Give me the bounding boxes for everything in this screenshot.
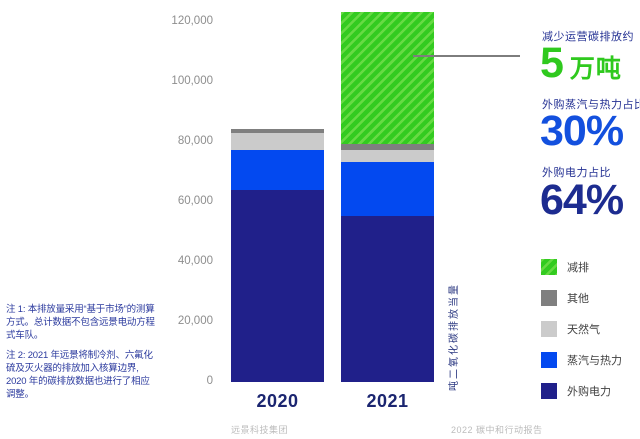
segment-外购电力	[231, 190, 324, 382]
bar-2021	[341, 11, 434, 382]
y-tick-label: 100,000	[171, 75, 213, 87]
legend-swatch	[541, 259, 557, 275]
y-tick-label: 60,000	[177, 195, 213, 207]
y-tick-label: 80,000	[177, 135, 213, 147]
segment-减排	[341, 11, 434, 144]
legend-label: 外购电力	[567, 386, 611, 398]
legend-item-外购电力: 外购电力	[541, 383, 622, 399]
note-2: 注 2: 2021 年远景将制冷剂、六氟化硫及灭火器的排放加入核算边界, 202…	[6, 350, 153, 400]
legend-swatch	[541, 383, 557, 399]
legend-label: 天然气	[567, 324, 600, 336]
legend-label: 其他	[567, 293, 589, 305]
legend-item-减排: 减排	[541, 259, 622, 275]
segment-蒸汽与热力	[341, 161, 434, 216]
steam-share-label: 外购蒸汽与热力占比	[542, 99, 640, 111]
legend-item-蒸汽与热力: 蒸汽与热力	[541, 352, 622, 368]
legend-item-天然气: 天然气	[541, 321, 622, 337]
x-label-2021: 2021	[366, 391, 409, 411]
legend-label: 蒸汽与热力	[567, 355, 622, 367]
reduction-value: 5 万吨	[540, 42, 622, 85]
legend-label: 减排	[567, 262, 589, 274]
segment-蒸汽与热力	[231, 149, 324, 190]
y-tick-label: 20,000	[177, 315, 213, 327]
callout-line	[413, 55, 520, 57]
note-1: 注 1: 本排放量采用“基于市场”的测算方式。总计数据不包含远景电动方程式车队。	[6, 304, 155, 341]
reduction-unit: 万吨	[569, 55, 622, 83]
legend-item-其他: 其他	[541, 290, 622, 306]
legend: 减排其他天然气蒸汽与热力外购电力	[541, 259, 622, 414]
y-tick-label: 40,000	[177, 255, 213, 267]
electricity-share-label: 外购电力占比	[542, 167, 611, 179]
segment-天然气	[231, 133, 324, 150]
steam-share-value: 30%	[540, 107, 624, 155]
electricity-share-value: 64%	[540, 176, 624, 224]
reduction-label: 减少运营碳排放约	[542, 31, 634, 43]
bar-2020	[231, 128, 324, 382]
segment-其他	[341, 143, 434, 150]
y-axis-title: 吨二氧化碳排放当量	[449, 283, 460, 391]
footer-company: 远景科技集团	[231, 425, 289, 435]
segment-其他	[231, 128, 324, 133]
segment-天然气	[341, 149, 434, 162]
legend-swatch	[541, 321, 557, 337]
segment-外购电力	[341, 215, 434, 382]
y-tick-label: 120,000	[171, 15, 213, 27]
legend-swatch	[541, 290, 557, 306]
footer-report: 2022 碳中和行动报告	[451, 425, 543, 435]
x-label-2020: 2020	[256, 391, 299, 411]
reduction-number: 5	[540, 39, 564, 87]
legend-swatch	[541, 352, 557, 368]
y-tick-label: 0	[206, 375, 213, 387]
